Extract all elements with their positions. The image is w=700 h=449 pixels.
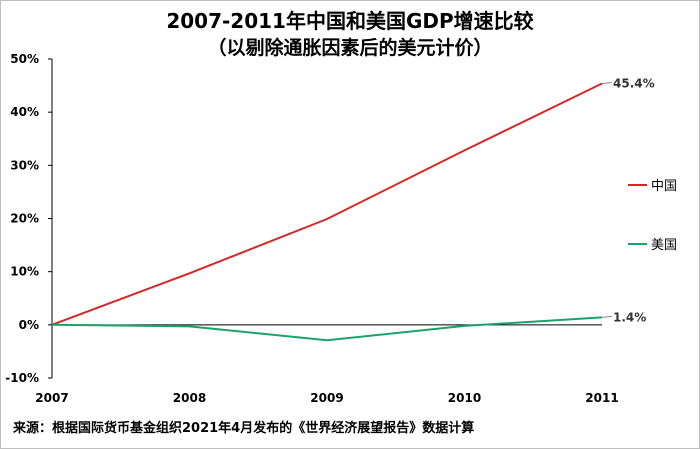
y-tick-label: 20% xyxy=(10,212,39,226)
chart-subtitle: （以剔除通胀因素后的美元计价） xyxy=(207,37,493,59)
chart-title: 2007-2011年中国和美国GDP增速比较 xyxy=(166,9,534,33)
data-label-leader xyxy=(601,315,613,318)
legend-label-中国: 中国 xyxy=(651,179,677,194)
source-note: 来源：根据国际货币基金组织2021年4月发布的《世界经济展望报告》数据计算 xyxy=(13,421,475,436)
data-label-中国: 45.4% xyxy=(613,76,655,90)
x-tick-label: 2009 xyxy=(310,391,343,405)
series-line-中国 xyxy=(51,82,603,326)
x-tick-label: 2008 xyxy=(173,391,206,405)
x-tick-label: 2011 xyxy=(585,391,618,405)
series-line-美国 xyxy=(51,316,603,342)
x-tick-label: 2007 xyxy=(35,391,68,405)
y-tick-label: 30% xyxy=(10,158,39,172)
data-label-美国: 1.4% xyxy=(613,310,646,324)
y-tick-label: -10% xyxy=(5,371,39,385)
y-tick-label: 10% xyxy=(10,265,39,279)
x-tick-label: 2010 xyxy=(448,391,481,405)
y-tick-label: 40% xyxy=(10,105,39,119)
y-tick-label: 0% xyxy=(19,318,39,332)
data-label-leader xyxy=(601,81,613,84)
y-tick-label: 50% xyxy=(10,52,39,66)
legend-label-美国: 美国 xyxy=(651,238,677,253)
